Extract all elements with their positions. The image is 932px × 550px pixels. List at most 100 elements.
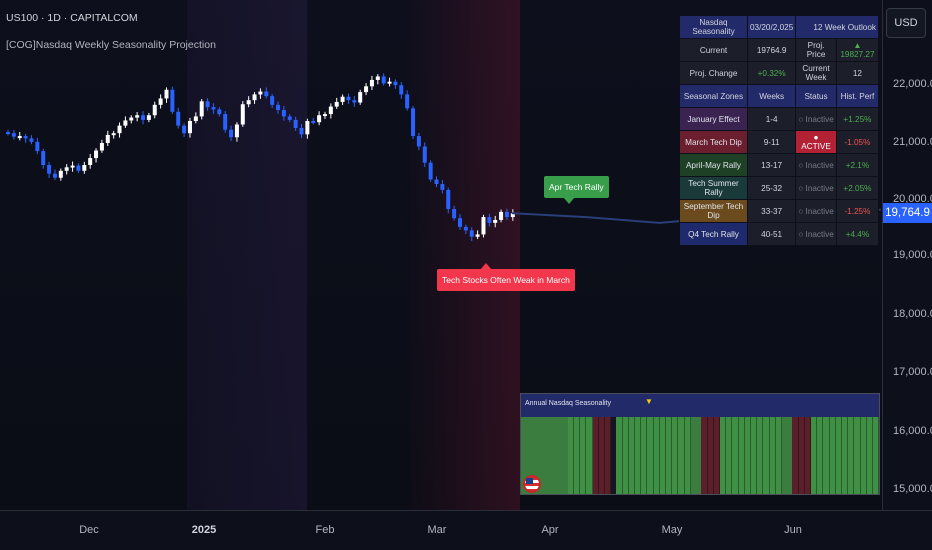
price-axis[interactable] bbox=[882, 0, 932, 510]
price-axis-label: 16,000.0 bbox=[893, 425, 932, 437]
seasonality-week-bar bbox=[781, 417, 788, 494]
zone-status: ● ACTIVE bbox=[795, 130, 837, 154]
table-column-headers: Seasonal Zones Weeks Status Hist. Perf bbox=[679, 84, 880, 108]
seasonality-week-bar bbox=[684, 417, 691, 494]
candle bbox=[41, 151, 46, 165]
proj-price-value: ▲ 19827.27 bbox=[835, 38, 880, 62]
candle bbox=[11, 133, 16, 137]
table-row: March Tech Dip 9-11 ● ACTIVE -1.05% bbox=[679, 130, 880, 154]
annual-seasonality-panel: Annual Nasdaq Seasonality ▼ bbox=[520, 393, 880, 495]
march-weak-label: Tech Stocks Often Weak in March bbox=[437, 269, 575, 291]
candle bbox=[117, 125, 122, 134]
seasonality-week-bar bbox=[586, 417, 593, 494]
candle bbox=[152, 104, 157, 116]
time-axis[interactable] bbox=[0, 510, 932, 550]
zone-name: Tech Summer Rally bbox=[679, 176, 748, 200]
candle bbox=[387, 81, 392, 84]
price-axis-label: 22,000.0 bbox=[893, 78, 932, 90]
current-week-value: 12 bbox=[835, 61, 880, 85]
seasonality-week-bar bbox=[817, 417, 824, 494]
seasonality-week-bar bbox=[829, 417, 836, 494]
seasonality-week-bar bbox=[592, 417, 599, 494]
candle bbox=[76, 165, 81, 171]
candle bbox=[399, 85, 404, 95]
candle bbox=[452, 208, 457, 219]
price-axis-label: 21,000.0 bbox=[893, 136, 932, 148]
col-weeks: Weeks bbox=[746, 84, 797, 108]
seasonality-bars bbox=[521, 417, 880, 494]
seasonality-week-bar bbox=[872, 417, 880, 494]
table-row-change: Proj. Change +0.32% Current Week 12 bbox=[679, 61, 880, 85]
candle bbox=[217, 109, 222, 115]
candle bbox=[23, 136, 28, 139]
seasonality-week-bar bbox=[823, 417, 830, 494]
candle bbox=[164, 89, 169, 99]
seasonality-week-bar bbox=[647, 417, 654, 494]
candle bbox=[6, 132, 10, 135]
proj-change-label: Proj. Change bbox=[679, 61, 748, 85]
symbol-title[interactable]: US100 · 1D · CAPITALCOM bbox=[6, 12, 138, 24]
seasonality-week-bar bbox=[672, 417, 679, 494]
candle bbox=[129, 117, 134, 121]
seasonality-table: Nasdaq Seasonality 03/20/2,025 12 Week O… bbox=[679, 15, 880, 246]
candle bbox=[64, 167, 69, 171]
zone-weeks: 33-37 bbox=[746, 199, 797, 223]
candle bbox=[199, 101, 204, 117]
candle bbox=[240, 104, 245, 125]
time-axis-label: May bbox=[661, 524, 683, 536]
seasonality-week-bar bbox=[860, 417, 867, 494]
time-axis-label: Jun bbox=[784, 524, 802, 536]
candle bbox=[146, 115, 151, 120]
candle bbox=[182, 125, 187, 134]
candle bbox=[47, 165, 52, 174]
zone-perf: +2.05% bbox=[835, 176, 880, 200]
candle bbox=[141, 115, 146, 120]
seasonality-week-bar bbox=[744, 417, 751, 494]
candle bbox=[299, 127, 304, 135]
candle bbox=[493, 219, 498, 223]
candle bbox=[276, 104, 281, 111]
zone-status: ○ Inactive bbox=[795, 107, 837, 131]
table-title: Nasdaq Seasonality bbox=[679, 15, 748, 39]
table-row: April-May Rally 13-17 ○ Inactive +2.1% bbox=[679, 153, 880, 177]
candle bbox=[187, 121, 192, 134]
candle bbox=[293, 119, 298, 128]
zone-perf: -1.25% bbox=[835, 199, 880, 223]
candle bbox=[440, 184, 445, 190]
seasonality-week-bar bbox=[769, 417, 776, 494]
indicator-title[interactable]: [COG]Nasdaq Weekly Seasonality Projectio… bbox=[6, 39, 216, 51]
candle bbox=[193, 116, 198, 122]
candle bbox=[270, 96, 275, 105]
candle bbox=[99, 143, 104, 151]
zone-weeks: 1-4 bbox=[746, 107, 797, 131]
candle bbox=[364, 86, 369, 93]
seasonality-week-bar bbox=[750, 417, 758, 494]
current-week-label: Current Week bbox=[795, 61, 837, 85]
seasonality-week-bar bbox=[696, 417, 702, 494]
col-zone: Seasonal Zones bbox=[679, 84, 748, 108]
seasonal-band-january bbox=[187, 0, 307, 510]
candle bbox=[94, 150, 99, 159]
candle bbox=[287, 116, 292, 120]
table-row-current: Current 19764.9 Proj. Price ▲ 19827.27 bbox=[679, 38, 880, 62]
currency-selector[interactable]: USD bbox=[886, 8, 926, 38]
candle bbox=[405, 94, 410, 109]
candle bbox=[176, 111, 181, 126]
us-flag-icon[interactable] bbox=[523, 475, 541, 493]
seasonality-week-bar bbox=[854, 417, 861, 494]
seasonality-week-bar bbox=[659, 417, 667, 494]
seasonal-band-march bbox=[410, 0, 520, 510]
seasonality-week-bar bbox=[521, 417, 527, 494]
candle bbox=[258, 91, 263, 95]
seasonality-week-bar bbox=[635, 417, 642, 494]
candle bbox=[381, 76, 386, 84]
current-week-marker-icon: ▼ bbox=[645, 397, 653, 406]
zone-weeks: 25-32 bbox=[746, 176, 797, 200]
price-axis-label: 18,000.0 bbox=[893, 308, 932, 320]
seasonality-week-bar bbox=[835, 417, 842, 494]
candle bbox=[52, 173, 57, 178]
zone-status: ○ Inactive bbox=[795, 199, 837, 223]
zone-name: April-May Rally bbox=[679, 153, 748, 177]
seasonality-week-bar bbox=[605, 417, 612, 494]
